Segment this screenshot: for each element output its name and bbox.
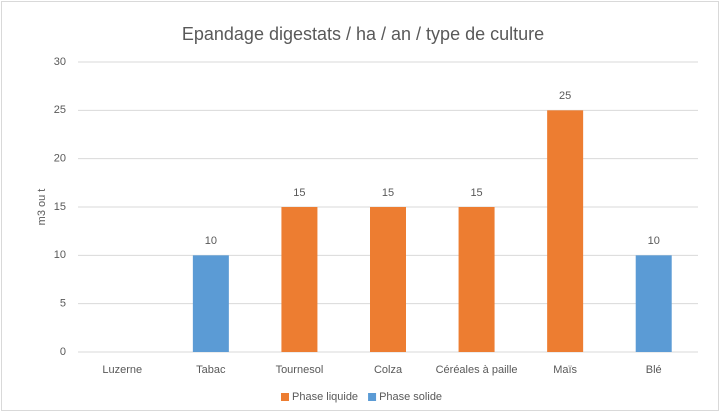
legend-swatch <box>368 393 377 401</box>
data-label: 25 <box>559 90 571 102</box>
x-tick-label: Tabac <box>196 364 226 376</box>
x-tick-label: Tournesol <box>276 364 324 376</box>
legend-swatch <box>281 393 289 401</box>
legend-label: Phase solide <box>379 391 442 403</box>
data-label: 10 <box>205 235 217 247</box>
y-tick-label: 10 <box>54 249 66 261</box>
y-tick-label: 15 <box>54 201 66 213</box>
data-label: 15 <box>293 187 305 199</box>
y-tick-label: 20 <box>54 153 66 165</box>
y-tick-label: 30 <box>54 56 66 68</box>
bar <box>281 207 318 352</box>
x-tick-label: Luzerne <box>102 364 142 376</box>
y-tick-label: 25 <box>54 104 66 116</box>
y-axis-label: m3 ou t <box>36 189 48 226</box>
y-tick-label: 0 <box>60 346 66 358</box>
x-tick-label: Maïs <box>553 364 577 376</box>
chart-title: Epandage digestats / ha / an / type de c… <box>182 24 544 44</box>
x-tick-label: Blé <box>646 364 662 376</box>
bar <box>458 207 495 352</box>
legend-label: Phase liquide <box>292 391 358 403</box>
bar <box>547 110 584 352</box>
bar <box>370 207 406 352</box>
data-label: 15 <box>382 187 394 199</box>
data-label: 10 <box>648 235 660 247</box>
y-tick-label: 5 <box>60 298 66 310</box>
bar <box>192 255 229 352</box>
x-tick-label: Colza <box>374 364 403 376</box>
x-tick-label: Céréales à paille <box>436 364 518 376</box>
data-label: 15 <box>470 187 482 199</box>
bar <box>635 255 672 352</box>
